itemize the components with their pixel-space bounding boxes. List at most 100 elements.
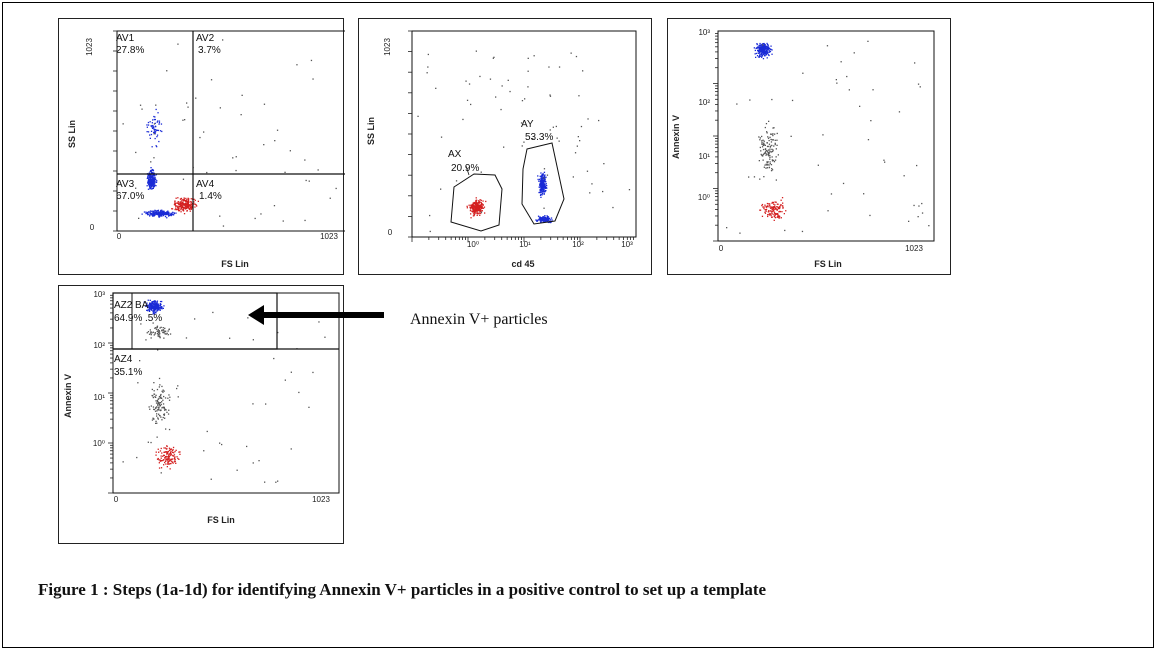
event-dot — [764, 44, 766, 46]
gate-value-av4: 1.4% — [199, 191, 222, 202]
event-dot — [154, 178, 157, 180]
event-dot — [763, 207, 765, 210]
event-dot — [194, 199, 196, 201]
event-dot — [166, 459, 168, 461]
event-dot — [578, 95, 580, 97]
event-dot — [767, 54, 770, 56]
event-dot — [147, 309, 149, 311]
event-dot — [152, 187, 154, 189]
event-dot — [481, 207, 483, 209]
event-dot — [159, 394, 162, 397]
event-dot — [180, 204, 182, 206]
event-dot — [840, 61, 842, 63]
event-dot — [776, 209, 778, 211]
event-dot — [152, 212, 154, 214]
event-dots — [417, 50, 631, 233]
event-dot — [190, 203, 192, 205]
event-dot — [759, 47, 761, 49]
event-dot — [189, 208, 191, 210]
event-dot — [183, 200, 185, 202]
gate-leader-ax — [465, 165, 470, 176]
event-dot — [540, 179, 542, 181]
event-dot — [475, 210, 477, 212]
event-dot — [883, 159, 885, 161]
event-dot — [427, 53, 429, 56]
event-dot — [769, 212, 771, 215]
event-dot — [757, 50, 759, 52]
event-dot — [184, 206, 186, 209]
event-dot — [252, 403, 254, 405]
event-dot — [149, 188, 151, 190]
event-dot — [156, 305, 158, 307]
event-dot — [532, 138, 534, 140]
event-dot — [143, 301, 145, 303]
event-dot — [549, 220, 551, 222]
event-dot — [175, 207, 177, 209]
event-dot — [159, 304, 162, 307]
event-dot — [146, 302, 148, 304]
event-dot — [473, 208, 475, 210]
event-dot — [774, 159, 777, 161]
event-dot — [163, 454, 165, 457]
event-dot — [158, 462, 160, 464]
event-dot — [539, 217, 541, 219]
event-dot — [482, 204, 484, 206]
event-dot — [167, 210, 169, 212]
event-dot — [762, 144, 764, 146]
annotation-label: Annexin V+ particles — [410, 311, 548, 328]
event-dot — [542, 181, 544, 183]
event-dot — [148, 406, 150, 408]
event-dot — [163, 413, 166, 415]
event-dot — [541, 182, 543, 184]
event-dot — [781, 211, 783, 213]
event-dot — [777, 154, 779, 156]
event-dot — [163, 407, 165, 410]
event-dot — [540, 176, 542, 178]
y-tick-label: 0 — [90, 223, 95, 232]
event-dot — [169, 460, 171, 462]
event-dot — [501, 85, 503, 87]
event-dot — [767, 164, 769, 166]
event-dot — [770, 210, 772, 212]
event-dot — [178, 203, 180, 205]
event-dot — [290, 448, 292, 450]
event-dot — [163, 213, 165, 215]
event-dot — [141, 213, 143, 215]
event-dot — [780, 204, 782, 206]
event-dot — [768, 120, 770, 122]
event-dot — [155, 181, 158, 183]
event-dot — [179, 202, 181, 205]
event-dot — [150, 441, 152, 444]
event-dot — [195, 97, 197, 99]
event-dot — [763, 176, 765, 178]
event-dot — [520, 122, 523, 124]
event-dot — [435, 87, 437, 89]
event-dot — [917, 216, 919, 218]
event-dot — [156, 458, 159, 460]
event-dot — [603, 163, 605, 165]
event-dot — [158, 330, 160, 332]
event-dot — [152, 215, 154, 217]
event-dot — [149, 186, 151, 188]
event-dot — [770, 214, 772, 217]
event-dot — [167, 453, 169, 455]
event-dot — [152, 301, 154, 303]
event-dot — [472, 205, 474, 208]
event-dot — [159, 336, 161, 338]
event-dot — [761, 56, 763, 58]
event-dot — [160, 397, 162, 399]
event-dot — [175, 462, 177, 464]
event-dot — [766, 167, 768, 169]
event-dot — [582, 70, 584, 72]
event-dots — [726, 40, 930, 234]
event-dot — [186, 209, 188, 212]
event-dot — [210, 478, 212, 480]
event-dot — [765, 123, 768, 125]
event-dot — [147, 188, 150, 190]
event-dot — [158, 402, 160, 405]
event-dot — [182, 200, 185, 202]
event-dot — [162, 391, 164, 393]
event-dot — [151, 419, 154, 421]
event-dot — [762, 50, 764, 52]
event-dot — [165, 428, 167, 430]
